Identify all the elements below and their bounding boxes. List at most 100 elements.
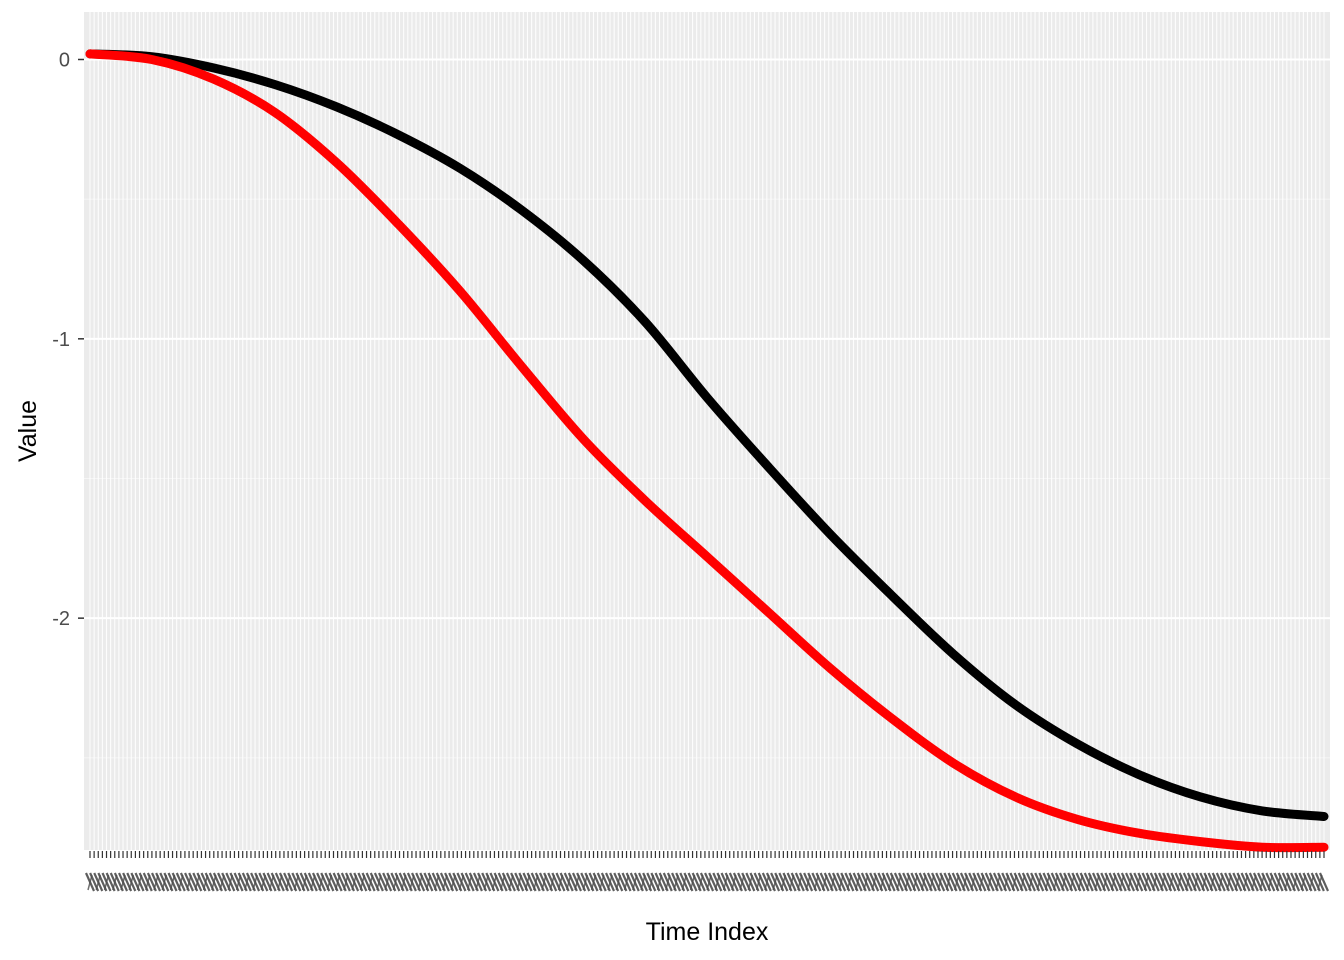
- x-tick-label-mark: [202, 874, 209, 891]
- x-tick-label-mark: [343, 874, 349, 891]
- x-tick-label-mark: [1069, 874, 1075, 891]
- x-tick-label-mark: [1028, 874, 1034, 891]
- series-layer: [85, 49, 1329, 853]
- x-tick-label-mark: [698, 874, 704, 891]
- x-tick-label-mark: [632, 874, 638, 891]
- x-tick-label-mark: [813, 874, 820, 891]
- x-tick-label-mark: [1019, 874, 1026, 891]
- x-tick-label-mark: [1168, 874, 1175, 891]
- x-tick-label-mark: [953, 874, 960, 891]
- x-tick-label-mark: [400, 874, 407, 891]
- x-axis: [84, 851, 1330, 892]
- series-red: [85, 49, 1329, 853]
- x-tick-label-mark: [731, 874, 737, 891]
- x-ticks: [89, 851, 1325, 858]
- x-tick-label-mark: [640, 874, 646, 891]
- x-tick-label-mark: [351, 874, 357, 891]
- x-tick-label-mark: [962, 874, 968, 891]
- x-tick-label-mark: [1143, 874, 1150, 891]
- x-tick-label-mark: [153, 874, 159, 891]
- x-tick-label-mark: [995, 874, 1001, 891]
- x-tick-label-mark: [301, 874, 308, 891]
- x-tick-label-mark: [334, 874, 341, 891]
- x-tick-label-mark: [499, 874, 506, 891]
- x-tick-label-mark: [1193, 874, 1199, 891]
- plot-panel: [84, 12, 1330, 850]
- x-tick-label-mark: [805, 874, 811, 891]
- x-tick-label-mark: [582, 874, 588, 891]
- major-gridlines-x: [89, 12, 1325, 850]
- x-tick-label-mark: [788, 874, 795, 891]
- x-tick-label-mark: [128, 874, 134, 891]
- x-tick-label-mark: [524, 874, 531, 891]
- x-tick-label-mark: [483, 874, 489, 891]
- x-tick-label-mark: [425, 874, 432, 891]
- x-tick-label-mark: [1044, 874, 1051, 891]
- x-tick-label-mark: [1135, 874, 1142, 891]
- x-tick-label-mark: [896, 874, 902, 891]
- x-tick-label-mark: [433, 874, 440, 891]
- x-tick-label-mark: [277, 874, 283, 891]
- x-tick-label-mark: [367, 874, 374, 891]
- x-tick-label-mark: [1242, 874, 1249, 891]
- x-tick-label-mark: [549, 874, 555, 891]
- x-tick-label-mark: [442, 874, 448, 891]
- x-tick-label-mark: [607, 874, 613, 891]
- x-tick-label-mark: [458, 874, 465, 891]
- x-tick-label-mark: [533, 874, 539, 891]
- minor-grid: [84, 198, 1330, 759]
- x-tick-label-mark: [310, 874, 316, 891]
- x-tick-label-mark: [978, 874, 985, 891]
- x-axis-title: Time Index: [646, 918, 769, 946]
- x-tick-label-mark: [904, 874, 910, 891]
- x-tick-label-mark: [846, 874, 853, 891]
- x-tick-label-mark: [797, 874, 803, 891]
- x-tick-label-mark: [681, 874, 688, 891]
- x-tick-label-mark: [95, 874, 101, 891]
- x-tick-label-mark: [1300, 874, 1307, 891]
- x-tick-label-mark: [1011, 874, 1018, 891]
- x-tick-label-mark: [1053, 874, 1059, 891]
- x-tick-label-mark: [1234, 874, 1241, 891]
- x-tick-label-mark: [1226, 874, 1232, 891]
- x-tick-label-mark: [417, 874, 423, 891]
- x-tick-label-mark: [466, 874, 473, 891]
- x-tick-label-mark: [912, 874, 919, 891]
- x-tick-label-mark: [747, 874, 754, 891]
- major-grid: [84, 12, 1330, 850]
- x-tick-label-mark: [359, 874, 366, 891]
- x-tick-label-mark: [1284, 874, 1290, 891]
- x-tick-label-mark: [1218, 874, 1224, 891]
- x-tick-label-mark: [409, 874, 415, 891]
- x-tick-label-mark: [136, 874, 143, 891]
- x-tick-label-mark: [326, 874, 333, 891]
- x-tick-label-mark: [821, 874, 828, 891]
- x-tick-label-mark: [656, 874, 663, 891]
- x-tick-label-mark: [689, 874, 696, 891]
- x-tick-label-mark: [1003, 874, 1009, 891]
- x-tick-label-mark: [574, 874, 580, 891]
- x-tick-label-mark: [739, 874, 745, 891]
- x-tick-label-mark: [838, 874, 844, 891]
- x-tick-label-mark: [665, 874, 671, 891]
- x-tick-label-mark: [260, 874, 267, 891]
- x-tick-label-mark: [1094, 874, 1100, 891]
- x-tick-label-mark: [186, 874, 192, 891]
- x-tick-label-mark: [1110, 874, 1117, 891]
- x-tick-label-mark: [879, 874, 886, 891]
- x-tick-label-mark: [1152, 874, 1158, 891]
- x-tick-label-mark: [929, 874, 935, 891]
- x-tick-label-mark: [772, 874, 778, 891]
- x-tick-label-mark: [1102, 874, 1108, 891]
- y-tick-label: 0: [59, 49, 70, 71]
- x-tick-label-mark: [475, 874, 481, 891]
- x-tick-label-mark: [178, 874, 184, 891]
- x-tick-label-mark: [590, 874, 597, 891]
- x-tick-label-mark: [1119, 874, 1125, 891]
- x-tick-label-mark: [169, 874, 176, 891]
- x-tick-label-mark: [557, 874, 564, 891]
- x-tick-label-mark: [120, 874, 126, 891]
- x-tick-label-mark: [863, 874, 869, 891]
